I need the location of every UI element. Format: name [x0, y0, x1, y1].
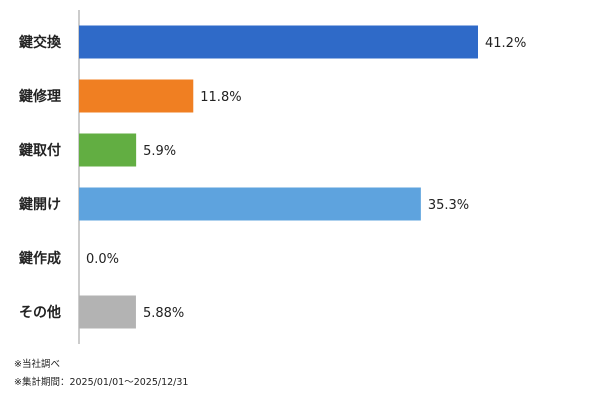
- value-label: 5.9%: [143, 144, 176, 159]
- bar: [79, 295, 136, 329]
- bar: [79, 133, 137, 167]
- value-label: 35.3%: [428, 198, 469, 213]
- category-label: 鍵修理: [19, 88, 61, 105]
- value-label: 0.0%: [86, 252, 119, 267]
- value-label: 11.8%: [200, 90, 241, 105]
- value-label: 41.2%: [485, 36, 526, 51]
- bar: [79, 79, 194, 113]
- period-note: ※集計期間：2025/01/01～2025/12/31: [14, 377, 189, 388]
- category-label: 鍵作成: [19, 250, 61, 267]
- category-label: 鍵交換: [19, 34, 62, 51]
- category-label: 鍵開け: [19, 196, 61, 213]
- value-label: 5.88%: [143, 306, 184, 321]
- bar: [79, 25, 478, 59]
- source-note: ※当社調べ: [14, 359, 60, 370]
- category-label: 鍵取付: [19, 142, 61, 159]
- bar: [79, 187, 421, 221]
- bars-group: 鍵交換 41.2% 鍵修理 11.8% 鍵取付 5.9% 鍵開け 35.3% 鍵作成 0.0% その…: [19, 25, 526, 329]
- category-label: その他: [19, 304, 61, 321]
